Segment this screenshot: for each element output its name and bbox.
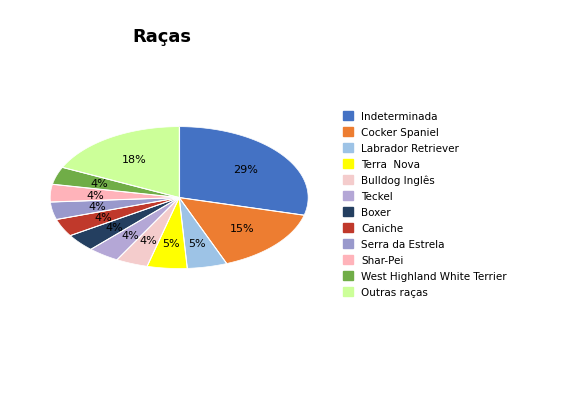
Polygon shape — [91, 198, 179, 260]
Polygon shape — [179, 128, 308, 216]
Text: 5%: 5% — [188, 238, 206, 248]
Polygon shape — [53, 168, 179, 198]
Text: Raças: Raças — [132, 28, 191, 46]
Text: 18%: 18% — [122, 154, 147, 164]
Text: 4%: 4% — [91, 179, 108, 189]
Polygon shape — [117, 198, 179, 267]
Polygon shape — [62, 128, 179, 198]
Polygon shape — [179, 198, 304, 264]
Text: 29%: 29% — [233, 165, 258, 175]
Text: 4%: 4% — [88, 202, 106, 212]
Polygon shape — [57, 198, 179, 236]
Text: 15%: 15% — [229, 223, 254, 233]
Text: 4%: 4% — [139, 236, 157, 246]
Legend: Indeterminada, Cocker Spaniel, Labrador Retriever, Terra  Nova, Bulldog Inglês, : Indeterminada, Cocker Spaniel, Labrador … — [340, 109, 509, 300]
Text: 4%: 4% — [94, 213, 112, 223]
Polygon shape — [179, 198, 227, 269]
Polygon shape — [71, 198, 179, 250]
Text: 4%: 4% — [106, 223, 124, 232]
Polygon shape — [50, 185, 179, 203]
Polygon shape — [50, 198, 179, 220]
Text: 4%: 4% — [121, 230, 139, 240]
Text: 5%: 5% — [162, 239, 180, 249]
Text: 4%: 4% — [87, 190, 105, 200]
Polygon shape — [147, 198, 187, 269]
